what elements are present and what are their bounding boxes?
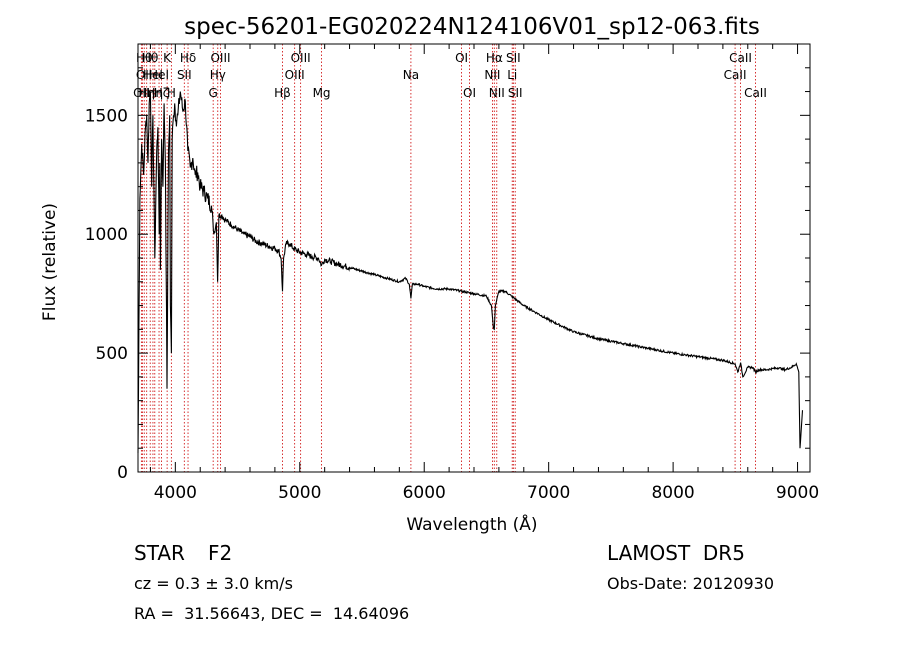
spectral-line-label: NII	[484, 68, 500, 82]
y-axis-label: Flux (relative)	[40, 203, 60, 321]
spectral-line-label: HeI	[149, 68, 169, 82]
spectral-line-label: Mg	[313, 86, 331, 100]
x-tick-label: 5000	[278, 483, 321, 503]
y-tick-label: 0	[117, 463, 128, 483]
survey-label: LAMOST DR5	[607, 541, 745, 565]
spectral-line-label: Hβ	[274, 86, 291, 100]
observation-date: Obs-Date: 20120930	[607, 574, 775, 593]
spectral-line-label: OIII	[285, 68, 305, 82]
spectrum-series-line	[137, 91, 804, 454]
spectral-line-label: Hγ	[210, 68, 226, 82]
spectral-line-label: NII	[489, 86, 505, 100]
spectral-line-label: OI	[463, 86, 476, 100]
spectral-line-label: CaII	[724, 68, 747, 82]
spectral-line-label: K	[163, 51, 172, 65]
y-tick-label: 500	[96, 344, 128, 364]
spectral-line-label: Hθ	[136, 51, 152, 65]
x-tick-label: 8000	[651, 483, 694, 503]
y-axis-ticks: 0 500 1000 1500	[85, 43, 810, 483]
spectral-line-label: Na	[403, 68, 419, 82]
spectral-line-label: Hζ	[154, 86, 170, 100]
spectral-line-label: OIII	[291, 51, 311, 65]
spectral-line-label: HeI	[143, 68, 163, 82]
spectral-line-label: CaII	[744, 86, 767, 100]
x-tick-label: 9000	[776, 483, 819, 503]
spectral-line-label: CaII	[729, 51, 752, 65]
x-tick-label: 4000	[154, 483, 197, 503]
x-tick-label: 6000	[403, 483, 446, 503]
spectral-line-labels: OIIOIHθHηHθHeIHηHeIHζKHSIIHδGHγOIIIHβOII…	[133, 51, 767, 100]
spectral-line-label: Li	[507, 68, 517, 82]
spectral-line-label: OI	[455, 51, 468, 65]
x-axis-label: Wavelength (Å)	[406, 513, 537, 535]
object-class: STAR	[134, 541, 185, 565]
x-axis-ticks: 4000 5000 6000 7000 8000 9000	[149, 44, 819, 503]
coordinates-label: RA = 31.56643, DEC = 14.64096	[134, 604, 410, 623]
spectral-line-label: SII	[506, 51, 521, 65]
spectral-line-label: SII	[508, 86, 523, 100]
y-tick-label: 1000	[85, 225, 128, 245]
spectral-line-label: Hθ	[142, 51, 158, 65]
y-tick-label: 1500	[85, 106, 128, 126]
spectral-line-label: OII	[133, 86, 150, 100]
spectral-line-label: H	[167, 86, 176, 100]
x-tick-label: 7000	[527, 483, 570, 503]
spectral-line-markers	[140, 44, 756, 472]
plot-frame	[137, 43, 811, 473]
spectral-line-label: SII	[177, 68, 192, 82]
object-subclass: F2	[208, 541, 233, 565]
redshift-label: cz = 0.3 ± 3.0 km/s	[134, 574, 293, 593]
chart-title: spec-56201-EG020224N124106V01_sp12-063.f…	[184, 14, 760, 40]
spectral-line-label: Hδ	[180, 51, 196, 65]
spectral-line-label: Hα	[486, 51, 503, 65]
spectral-line-label: OI	[136, 68, 149, 82]
spectral-line-label: G	[209, 86, 218, 100]
spectral-line-label: OIII	[210, 51, 230, 65]
